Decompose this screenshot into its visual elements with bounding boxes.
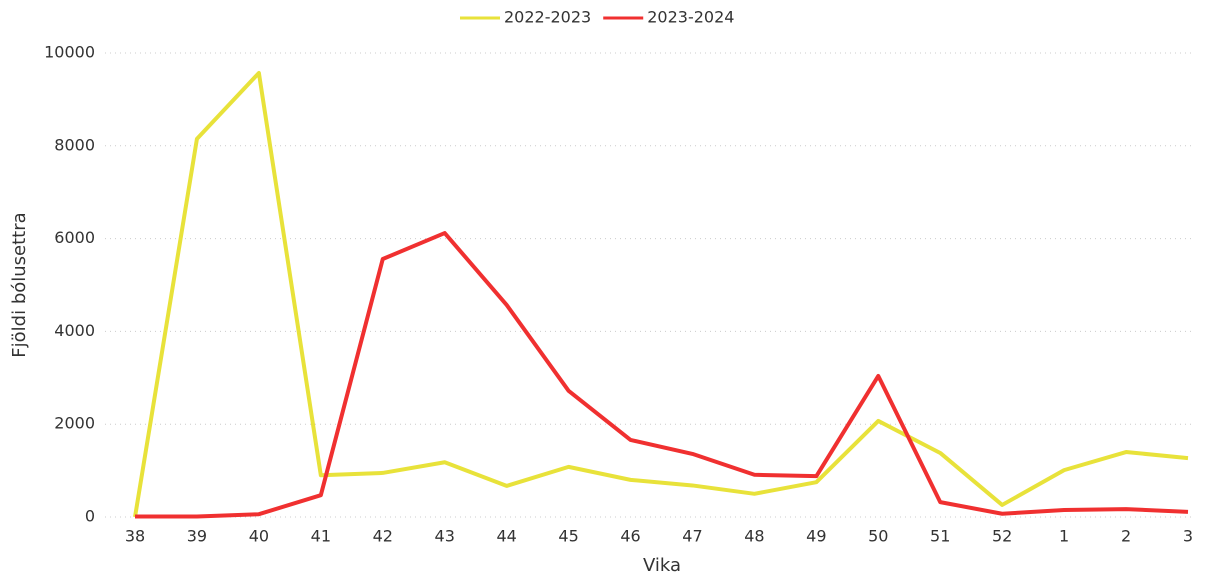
x-axis-label: Vika — [643, 555, 681, 576]
x-tick-label: 45 — [558, 527, 578, 546]
series-line — [135, 231, 1189, 519]
x-tick-label: 51 — [930, 527, 950, 546]
series-line — [133, 70, 1189, 518]
legend-label: 2023-2024 — [647, 8, 734, 27]
y-tick-label: 6000 — [54, 228, 95, 247]
y-tick-label: 8000 — [54, 135, 95, 154]
x-tick-label: 40 — [249, 527, 269, 546]
x-tick-label: 47 — [682, 527, 702, 546]
x-tick-label: 48 — [744, 527, 764, 546]
y-tick-label: 0 — [85, 507, 95, 526]
x-tick-label: 38 — [125, 527, 145, 546]
x-tick-label: 49 — [806, 527, 826, 546]
x-tick-label: 39 — [187, 527, 207, 546]
legend-label: 2022-2023 — [504, 8, 591, 27]
x-tick-label: 3 — [1183, 527, 1193, 546]
y-axis-label: Fjöldi bólusettra — [9, 212, 30, 357]
y-tick-label: 4000 — [54, 321, 95, 340]
x-tick-label: 52 — [992, 527, 1012, 546]
x-tick-label: 41 — [311, 527, 331, 546]
y-tick-label: 2000 — [54, 414, 95, 433]
x-tick-label: 43 — [435, 527, 455, 546]
y-tick-label: 10000 — [44, 43, 95, 62]
x-tick-label: 1 — [1059, 527, 1069, 546]
x-tick-label: 44 — [496, 527, 516, 546]
x-tick-label: 50 — [868, 527, 888, 546]
x-tick-label: 2 — [1121, 527, 1131, 546]
x-tick-label: 42 — [373, 527, 393, 546]
x-tick-label: 46 — [620, 527, 640, 546]
